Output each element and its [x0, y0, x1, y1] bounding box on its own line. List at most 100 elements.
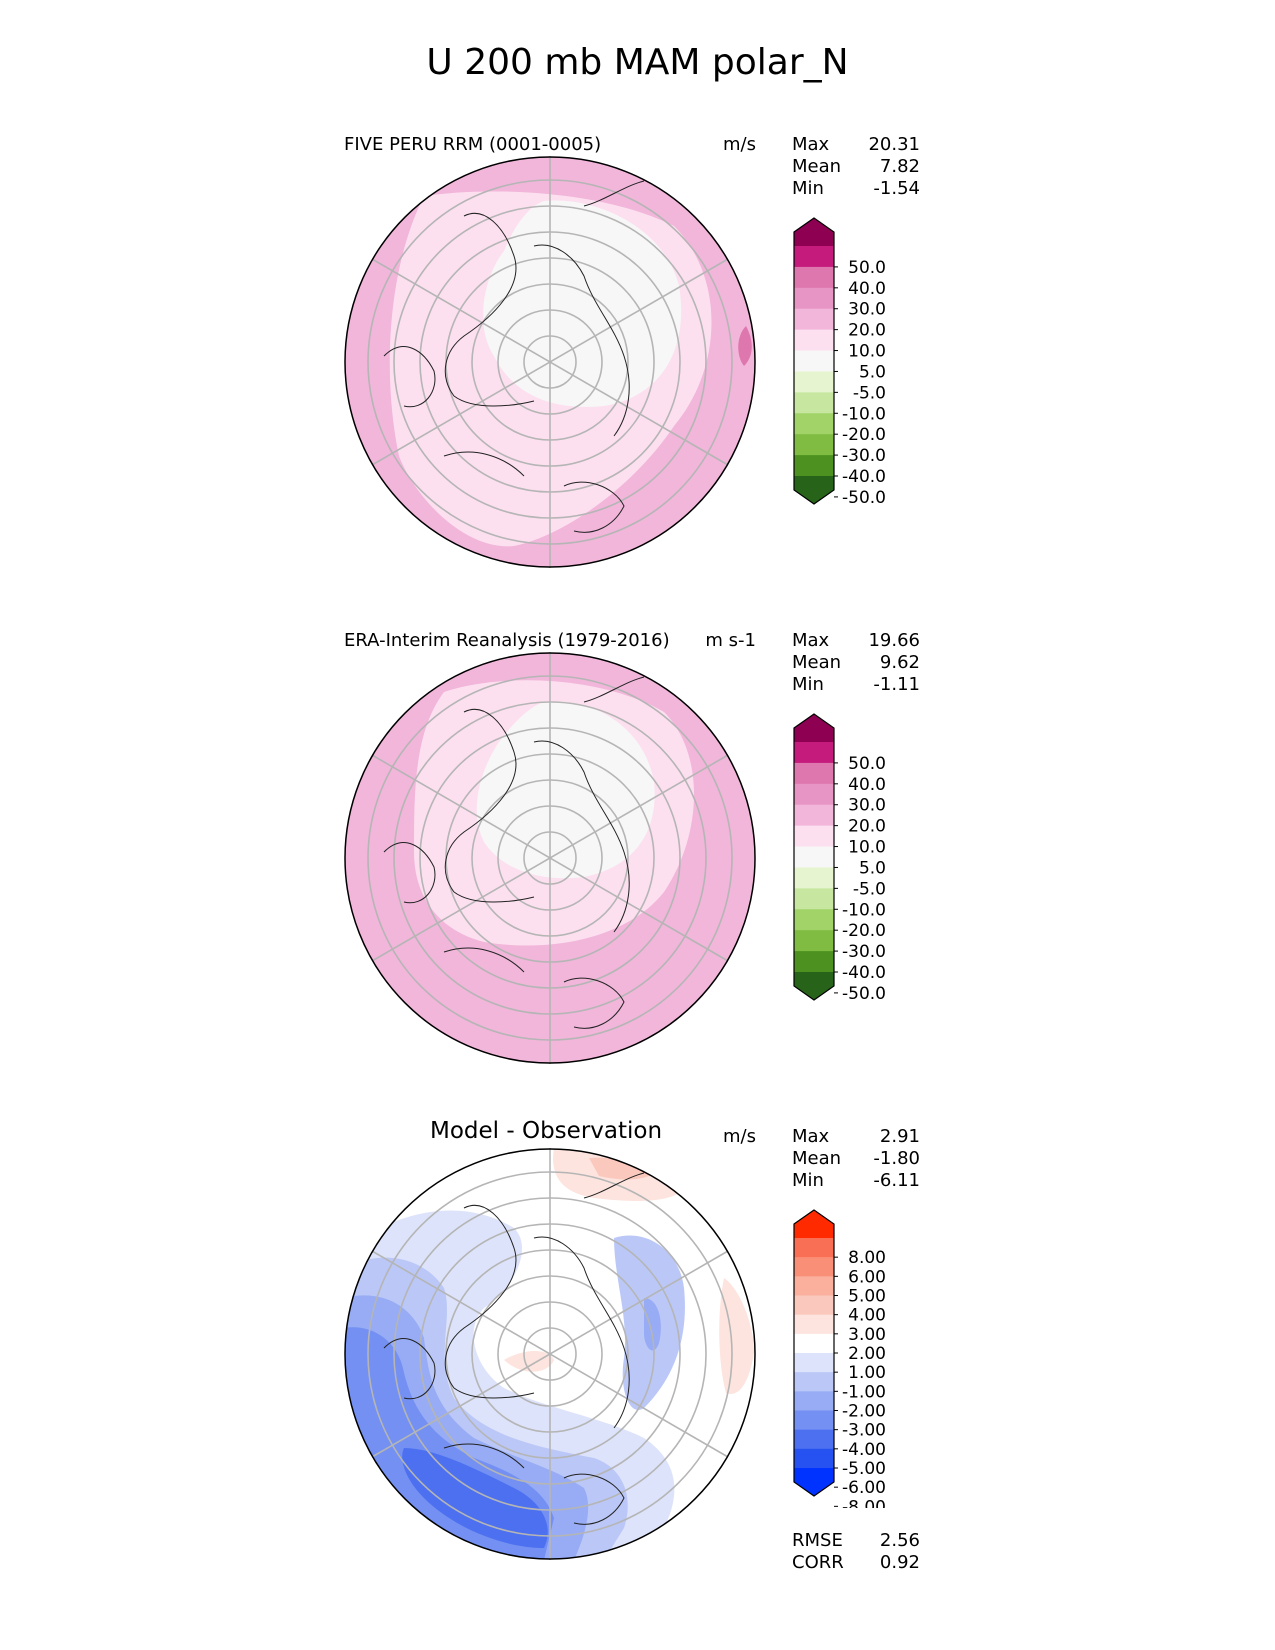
coastlines	[383, 676, 645, 1029]
stat-mean-label: Mean	[792, 156, 842, 177]
colorbar-tick-label: -40.0	[842, 467, 886, 487]
colorbar-tick-label: 10.0	[848, 838, 886, 858]
panel-title: ERA-Interim Reanalysis (1979-2016)	[344, 630, 670, 651]
colorbar-tick-label: 5.0	[859, 858, 886, 878]
colorbar-tick-label: -8.00	[842, 1497, 886, 1508]
stat-max: 2.91	[879, 1126, 920, 1147]
colorbar-segment	[794, 1410, 834, 1431]
field-contour-neg5	[402, 1448, 548, 1548]
colorbar-tick-label: -5.00	[842, 1459, 886, 1479]
panel-model: FIVE PERU RRM (0001-0005) m/s Max 20.31 M…	[0, 124, 1275, 604]
colorbar-segment	[794, 308, 834, 331]
colorbar-extend-max-cap	[794, 1210, 834, 1238]
colorbar-tick-label: -50.0	[842, 488, 886, 508]
field-contour-5	[483, 200, 682, 407]
colorbar-tick-label: 1.00	[848, 1363, 886, 1383]
colorbar-tick-label: -40.0	[842, 963, 886, 983]
colorbar-tick-label: 2.00	[848, 1344, 886, 1364]
colorbar-tick-label: -10.0	[842, 900, 886, 920]
colorbar-tick-label: -5.0	[853, 383, 886, 403]
colorbar-segment	[794, 762, 834, 785]
colorbar-tick-label: 5.0	[859, 362, 886, 382]
colorbar-segment	[794, 434, 834, 456]
colorbar-segment	[794, 455, 834, 477]
panel-units: m/s	[723, 1126, 756, 1147]
colorbar-tick-label: 5.00	[848, 1287, 886, 1307]
panel-difference: Model - Observation m/s	[0, 1116, 1275, 1596]
colorbar-extend-min	[794, 476, 834, 504]
map-boundary	[344, 156, 756, 568]
colorbar-segment	[794, 951, 834, 973]
colorbar-tick-label: -2.00	[842, 1402, 886, 1422]
colorbar-segment	[794, 1448, 834, 1469]
colorbar-segment	[794, 246, 834, 268]
colorbar-segment	[794, 825, 834, 848]
colorbar-tick-label: -30.0	[842, 942, 886, 962]
field-contour-pos2-north	[589, 1157, 654, 1180]
stat-min: -1.11	[873, 674, 920, 695]
colorbar-outline	[793, 1209, 835, 1497]
rmse-label: RMSE	[792, 1530, 843, 1551]
stat-min: -1.54	[873, 178, 920, 199]
colorbar-extend-max-cap	[794, 218, 834, 246]
panel-units: m/s	[723, 134, 756, 155]
colorbar-tick-label: 8.00	[848, 1248, 886, 1268]
colorbar-outline	[793, 713, 835, 1001]
stat-min-label: Min	[792, 1170, 824, 1191]
colorbar-segment	[794, 888, 834, 910]
stats-block: Max 20.31 Mean 7.82 Min -1.54	[792, 134, 920, 200]
polar-map-difference	[344, 1148, 756, 1560]
colorbar-tick-label: 50.0	[848, 754, 886, 774]
colorbar-tick-label: 40.0	[848, 279, 886, 299]
stat-mean: 9.62	[879, 652, 920, 673]
colorbar-segment	[794, 846, 834, 868]
coastlines	[383, 1172, 645, 1525]
colorbar-segment	[794, 329, 834, 352]
colorbar-tick-label: -20.0	[842, 425, 886, 445]
colorbar-tick-label: 20.0	[848, 817, 886, 837]
colorbar-tick-label: 40.0	[848, 775, 886, 795]
colorbar-segment	[794, 742, 834, 764]
colorbar-segment	[794, 1429, 834, 1450]
stat-min-label: Min	[792, 178, 824, 199]
colorbar: 50.040.030.020.010.05.0-5.0-10.0-20.0-30…	[793, 713, 886, 1004]
colorbar-segment	[794, 371, 834, 393]
stat-min: -6.11	[873, 1170, 920, 1191]
colorbar-segment	[794, 1276, 834, 1296]
colorbar-segment	[794, 1333, 834, 1354]
coastlines	[383, 180, 645, 533]
colorbar-segment	[794, 266, 834, 289]
colorbar-tick-label: 30.0	[848, 796, 886, 816]
colorbar-segment	[794, 804, 834, 827]
colorbar-segment	[794, 909, 834, 931]
colorbar-tick-label: -3.00	[842, 1421, 886, 1441]
colorbar-extend-min	[794, 1468, 834, 1496]
colorbar-extend-min	[794, 972, 834, 1000]
colorbar-tick-label: -6.00	[842, 1478, 886, 1498]
stat-mean-label: Mean	[792, 1148, 842, 1169]
colorbar-tick-label: -10.0	[842, 404, 886, 424]
colorbar-tick-label: 3.00	[848, 1325, 886, 1345]
panel-title: Model - Observation	[430, 1118, 663, 1144]
field-contour-pos1-center	[504, 1351, 554, 1372]
colorbar-tick-label: -5.0	[853, 879, 886, 899]
corr-label: CORR	[792, 1552, 844, 1573]
colorbar-tick-label: -20.0	[842, 921, 886, 941]
colorbar-segment	[794, 1257, 834, 1277]
stat-max: 20.31	[868, 134, 920, 155]
colorbar-segment	[794, 350, 834, 372]
field-contour-20	[738, 326, 752, 366]
colorbar-segment	[794, 1372, 834, 1392]
polar-map-model	[344, 156, 756, 568]
panel-units: m s-1	[705, 630, 756, 651]
stat-mean-label: Mean	[792, 652, 842, 673]
colorbar-extend-max-cap	[794, 714, 834, 742]
figure-title: U 200 mb MAM polar_N	[426, 42, 849, 83]
field-contour-pos1-east	[719, 1278, 754, 1394]
lat-lon-grid	[367, 156, 733, 568]
panel-observation: ERA-Interim Reanalysis (1979-2016) m s-1…	[0, 620, 1275, 1100]
rmse-value: 2.56	[879, 1530, 920, 1551]
colorbar-segment	[794, 1314, 834, 1335]
colorbar-tick-label: 4.00	[848, 1306, 886, 1326]
colorbar-segment	[794, 1295, 834, 1316]
